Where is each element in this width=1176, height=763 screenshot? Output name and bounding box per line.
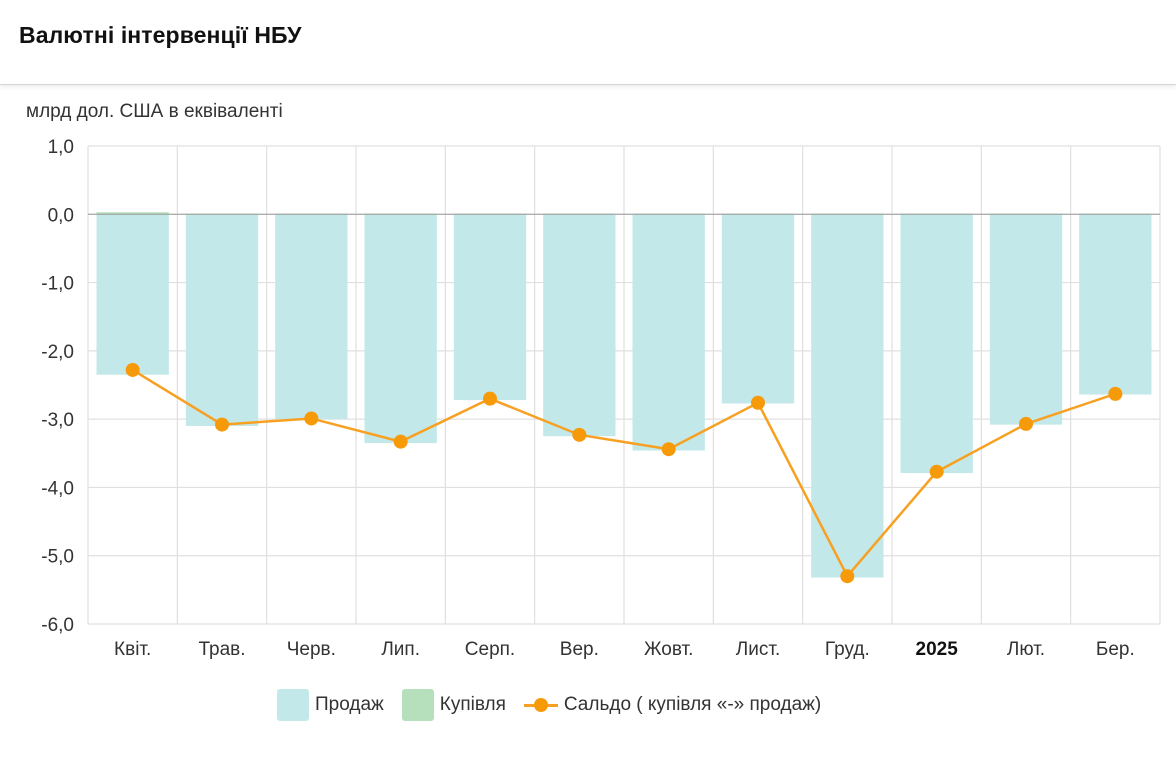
x-tick-label: Лист. (736, 639, 780, 660)
balance-point[interactable] (751, 395, 765, 410)
balance-point[interactable] (215, 417, 229, 432)
sales-bar[interactable] (811, 214, 884, 578)
page-header: Валютні інтервенції НБУ (0, 0, 1176, 85)
sales-bar[interactable] (543, 214, 616, 437)
balance-point[interactable] (125, 362, 140, 377)
purchases-bar[interactable] (96, 212, 169, 215)
sales-bar[interactable] (721, 214, 795, 404)
sales-bar[interactable] (989, 214, 1063, 425)
sales-bar[interactable] (364, 214, 437, 444)
chart-grid (87, 145, 1161, 625)
x-tick-label: Квіт. (114, 639, 151, 660)
y-tick-label: 1,0 (48, 137, 74, 158)
sales-bar[interactable] (275, 214, 348, 420)
legend-item-balance[interactable]: Сальдо ( купівля «-» продаж) (523, 694, 822, 716)
x-tick-label: Серп. (465, 639, 515, 660)
sales-bar[interactable] (900, 214, 973, 474)
x-tick-label: Жовт. (644, 639, 693, 660)
y-tick-label: -2,0 (41, 342, 74, 363)
legend-item-purchases[interactable]: Купівля (401, 689, 506, 721)
balance-point[interactable] (304, 411, 319, 426)
x-tick-label: Вер. (560, 639, 599, 660)
balance-point[interactable] (1108, 386, 1123, 401)
legend-label-balance: Сальдо ( купівля «-» продаж) (563, 694, 822, 715)
sales-bar[interactable] (1079, 214, 1152, 395)
balance-point[interactable] (840, 569, 855, 584)
balance-point[interactable] (661, 442, 676, 457)
y-axis: 1,0 0,0 -1,0 -2,0 -3,0 -4,0 -5,0 -6,0 (41, 137, 74, 636)
y-tick-label: -6,0 (41, 615, 74, 636)
legend-item-sales[interactable]: Продаж (277, 689, 384, 721)
sales-bar[interactable] (96, 214, 169, 375)
x-tick-label: Трав. (198, 639, 245, 660)
sales-bar[interactable] (185, 214, 259, 426)
x-tick-label: Бер. (1096, 639, 1135, 660)
balance-line (125, 362, 1123, 584)
y-tick-label: -1,0 (41, 274, 74, 295)
y-tick-label: -5,0 (41, 547, 74, 568)
legend-label-sales: Продаж (315, 694, 384, 715)
sales-swatch-icon (277, 689, 309, 721)
chart-legend: Продаж Купівля Сальдо ( купівля «-» прод… (277, 688, 839, 722)
purchases-swatch-icon (401, 689, 434, 721)
balance-point[interactable] (572, 427, 587, 442)
page-title: Валютні інтервенції НБУ (19, 22, 302, 48)
y-axis-unit-label: млрд дол. США в еквіваленті (26, 101, 283, 122)
x-tick-label: Лип. (381, 639, 420, 660)
legend-label-purchases: Купівля (439, 694, 506, 715)
balance-point[interactable] (1019, 416, 1033, 431)
balance-point[interactable] (929, 464, 944, 479)
y-tick-label: 0,0 (48, 205, 74, 226)
balance-point[interactable] (393, 434, 408, 449)
y-tick-label: -4,0 (41, 478, 74, 499)
y-tick-label: -3,0 (41, 410, 74, 431)
x-tick-label: Черв. (287, 639, 336, 660)
x-tick-label: 2025 (916, 639, 959, 660)
balance-point[interactable] (483, 391, 497, 406)
x-tick-label: Лют. (1007, 639, 1045, 660)
line-marker-icon (523, 695, 558, 715)
sales-bar[interactable] (632, 214, 705, 451)
chart-bars (96, 212, 1152, 578)
x-axis: Квіт. Трав. Черв. Лип. Серп. Вер. Жовт. Лист. Гр… (114, 639, 1135, 660)
sales-bar[interactable] (453, 214, 527, 401)
x-tick-label: Груд. (825, 639, 870, 660)
